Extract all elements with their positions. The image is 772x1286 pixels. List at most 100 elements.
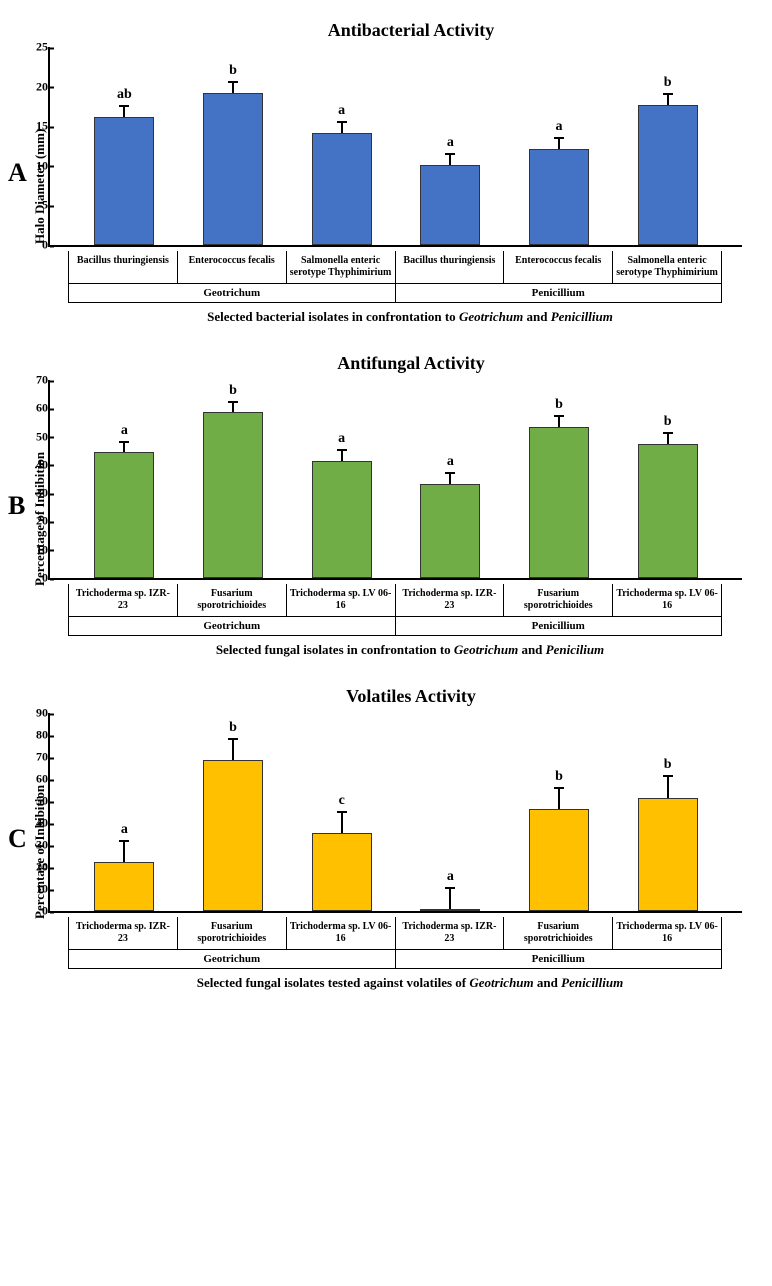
y-tick: 0 xyxy=(16,904,48,919)
x-group-name: Geotrichum xyxy=(69,283,395,302)
y-tick: 70 xyxy=(16,373,48,388)
significance-label: a xyxy=(447,454,454,470)
x-category-label: Fusarium sporotrichioides xyxy=(178,917,287,949)
y-tick: 40 xyxy=(16,816,48,831)
bar xyxy=(312,133,372,245)
x-category-label: Trichoderma sp. LV 06-16 xyxy=(613,584,721,616)
x-group: Trichoderma sp. IZR- 23Fusarium sporotri… xyxy=(396,584,723,636)
x-group: Bacillus thuringiensisEnterococcus fecal… xyxy=(68,251,396,303)
bar xyxy=(94,117,154,245)
panel-C: CVolatiles ActivityPercentage of Inhibit… xyxy=(30,686,742,991)
chart-title: Antifungal Activity xyxy=(80,353,742,374)
x-category-label: Trichoderma sp. LV 06-16 xyxy=(613,917,721,949)
bar-slot: a xyxy=(287,380,396,578)
y-tick: 0 xyxy=(16,571,48,586)
bar xyxy=(420,165,480,245)
chart-title: Antibacterial Activity xyxy=(80,20,742,41)
bar xyxy=(203,760,263,911)
y-tick: 60 xyxy=(16,401,48,416)
bar-slot: b xyxy=(179,380,288,578)
y-tick: 40 xyxy=(16,457,48,472)
bar-slot: ab xyxy=(70,47,179,245)
panel-B: BAntifungal ActivityPercentage of Inhibi… xyxy=(30,353,742,658)
y-tick: 25 xyxy=(16,40,48,55)
significance-label: b xyxy=(664,414,672,430)
significance-label: ab xyxy=(117,87,132,103)
significance-label: a xyxy=(121,822,128,838)
x-category-label: Fusarium sporotrichioides xyxy=(504,917,613,949)
x-category-label: Trichoderma sp. LV 06-16 xyxy=(287,917,395,949)
chart-title: Volatiles Activity xyxy=(80,686,742,707)
x-category-label: Enterococcus fecalis xyxy=(178,251,287,283)
error-bar xyxy=(449,472,451,483)
y-tick: 50 xyxy=(16,794,48,809)
x-category-label: Fusarium sporotrichioides xyxy=(504,584,613,616)
y-tick: 30 xyxy=(16,838,48,853)
significance-label: a xyxy=(447,135,454,151)
y-tick: 10 xyxy=(16,882,48,897)
x-category-label: Bacillus thuringiensis xyxy=(69,251,178,283)
y-tick: 20 xyxy=(16,79,48,94)
significance-label: b xyxy=(229,720,237,736)
x-category-label: Salmonella enteric serotype Thyphimirium xyxy=(613,251,721,283)
significance-label: b xyxy=(664,75,672,91)
bar xyxy=(638,798,698,911)
bars-row: abaabb xyxy=(70,380,722,578)
x-group-name: Geotrichum xyxy=(69,949,395,968)
y-tick: 10 xyxy=(16,542,48,557)
y-tick: 20 xyxy=(16,514,48,529)
y-tick: 70 xyxy=(16,750,48,765)
x-category-label: Enterococcus fecalis xyxy=(504,251,613,283)
y-tick: 90 xyxy=(16,706,48,721)
y-tick: 20 xyxy=(16,860,48,875)
error-bar xyxy=(232,738,234,760)
y-ticks: 0102030405060708090 xyxy=(16,713,48,911)
x-group: Trichoderma sp. IZR- 23Fusarium sporotri… xyxy=(396,917,723,969)
error-bar xyxy=(232,81,234,93)
error-bar xyxy=(667,93,669,105)
x-category-label: Trichoderma sp. IZR- 23 xyxy=(396,584,505,616)
bar xyxy=(638,444,698,578)
error-bar xyxy=(341,449,343,460)
x-category-label: Trichoderma sp. IZR- 23 xyxy=(69,917,178,949)
x-group: Bacillus thuringiensisEnterococcus fecal… xyxy=(396,251,723,303)
error-bar xyxy=(341,121,343,133)
y-tick: 5 xyxy=(16,198,48,213)
y-tick: 30 xyxy=(16,486,48,501)
significance-label: a xyxy=(338,103,345,119)
y-tick: 80 xyxy=(16,728,48,743)
significance-label: b xyxy=(229,383,237,399)
x-group-name: Penicillium xyxy=(396,283,722,302)
x-category-label: Salmonella enteric serotype Thyphimirium xyxy=(287,251,395,283)
significance-label: a xyxy=(338,431,345,447)
bar-slot: b xyxy=(505,380,614,578)
bars-row: abcabb xyxy=(70,713,722,911)
bar xyxy=(529,149,589,245)
error-bar xyxy=(449,153,451,165)
chart-wrapper: Halo Diameter (mm)0510152025abbaaabBacil… xyxy=(30,47,742,325)
y-ticks: 010203040506070 xyxy=(16,380,48,578)
y-tick: 60 xyxy=(16,772,48,787)
y-tick: 50 xyxy=(16,429,48,444)
x-axis-title: Selected fungal isolates in confrontatio… xyxy=(78,642,742,658)
y-ticks: 0510152025 xyxy=(16,47,48,245)
bar-slot: b xyxy=(179,47,288,245)
x-axis: Trichoderma sp. IZR- 23Fusarium sporotri… xyxy=(48,917,742,969)
bar-slot: a xyxy=(70,713,179,911)
x-group: Trichoderma sp. IZR- 23Fusarium sporotri… xyxy=(68,917,396,969)
error-bar xyxy=(558,415,560,426)
x-group-name: Geotrichum xyxy=(69,616,395,635)
error-bar xyxy=(123,441,125,452)
chart-wrapper: Percentage of Inhibition0102030405060708… xyxy=(30,713,742,991)
error-bar xyxy=(667,775,669,797)
error-bar xyxy=(232,401,234,412)
bar xyxy=(529,809,589,911)
x-group-name: Penicillium xyxy=(396,949,722,968)
bar xyxy=(638,105,698,245)
x-group: Trichoderma sp. IZR- 23Fusarium sporotri… xyxy=(68,584,396,636)
error-bar xyxy=(341,811,343,833)
bar-slot: a xyxy=(505,47,614,245)
bar-slot: a xyxy=(396,47,505,245)
x-axis: Bacillus thuringiensisEnterococcus fecal… xyxy=(48,251,742,303)
y-tick: 15 xyxy=(16,119,48,134)
